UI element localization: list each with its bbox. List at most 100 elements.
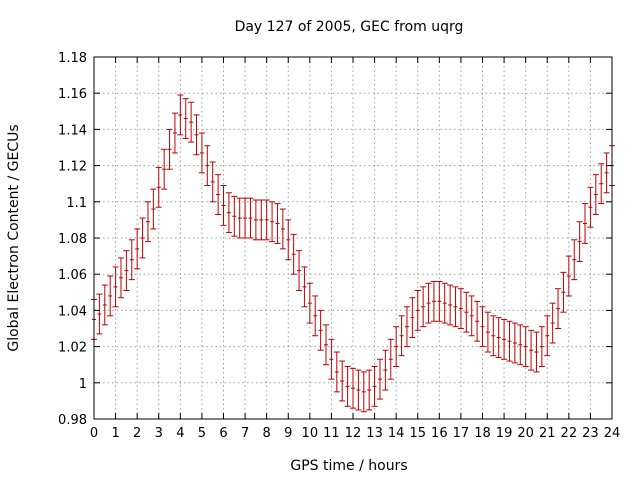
data-point bbox=[565, 255, 572, 297]
data-point bbox=[306, 282, 313, 324]
y-tick-label: 1 bbox=[79, 377, 87, 392]
data-point bbox=[420, 286, 427, 328]
y-tick-label: 1.08 bbox=[58, 232, 87, 247]
data-point bbox=[409, 297, 416, 339]
y-tick-label: 1.02 bbox=[58, 341, 87, 356]
data-point bbox=[350, 367, 356, 409]
y-tick-label: 1.16 bbox=[58, 87, 87, 102]
x-tick-label: 4 bbox=[176, 426, 184, 441]
data-point bbox=[144, 201, 151, 243]
x-tick-label: 15 bbox=[409, 426, 426, 441]
data-point bbox=[236, 197, 243, 239]
data-point bbox=[457, 288, 464, 329]
data-point bbox=[204, 145, 211, 187]
y-tick-label: 1.18 bbox=[58, 51, 87, 66]
y-tick-label: 1.12 bbox=[58, 160, 87, 175]
data-point bbox=[155, 166, 162, 208]
data-point bbox=[463, 291, 470, 333]
x-tick-label: 7 bbox=[241, 426, 249, 441]
data-point bbox=[220, 185, 227, 226]
data-point bbox=[150, 188, 157, 230]
data-point bbox=[495, 317, 502, 358]
x-tick-label: 23 bbox=[582, 426, 599, 441]
x-tick-label: 21 bbox=[539, 426, 556, 441]
x-tick-label: 9 bbox=[284, 426, 292, 441]
data-point bbox=[328, 338, 335, 380]
data-point bbox=[161, 148, 168, 190]
data-point bbox=[430, 280, 437, 322]
data-point bbox=[123, 250, 130, 291]
data-point bbox=[528, 329, 535, 371]
data-point bbox=[484, 311, 491, 353]
data-point bbox=[333, 351, 340, 393]
data-point bbox=[555, 288, 562, 329]
data-point bbox=[360, 371, 367, 413]
data-point bbox=[177, 94, 184, 136]
data-point bbox=[166, 128, 173, 170]
x-tick-label: 19 bbox=[496, 426, 513, 441]
data-point bbox=[382, 349, 389, 391]
data-point bbox=[198, 132, 205, 174]
chart-title: Day 127 of 2005, GEC from uqrg bbox=[235, 19, 464, 35]
data-point bbox=[366, 369, 373, 411]
data-point bbox=[269, 201, 276, 243]
data-point bbox=[290, 233, 297, 275]
data-point bbox=[323, 324, 330, 366]
data-point bbox=[474, 300, 481, 342]
x-tick-label: 2 bbox=[133, 426, 141, 441]
data-point bbox=[501, 318, 508, 360]
data-point bbox=[587, 186, 594, 228]
data-point bbox=[231, 195, 238, 237]
data-point bbox=[112, 266, 119, 308]
data-point bbox=[193, 114, 200, 156]
data-point bbox=[522, 326, 529, 368]
data-point bbox=[490, 315, 497, 357]
axis-ticks: 0 1 2 3 4 5 6 7 8 9 10 11 12 13 14 15 16 17 18 19 20 21 22 23 24… bbox=[58, 51, 620, 441]
data-point bbox=[468, 295, 475, 337]
data-point bbox=[344, 366, 351, 407]
x-axis-label: GPS time / hours bbox=[290, 458, 407, 474]
y-tick-label: 1.04 bbox=[58, 304, 87, 319]
x-tick-label: 0 bbox=[90, 426, 98, 441]
data-point bbox=[598, 163, 605, 205]
data-point bbox=[274, 203, 281, 244]
x-tick-label: 16 bbox=[431, 426, 448, 441]
data-point bbox=[139, 217, 146, 259]
data-point bbox=[371, 366, 378, 407]
x-tick-label: 18 bbox=[474, 426, 491, 441]
data-point bbox=[414, 289, 421, 331]
data-point bbox=[317, 309, 324, 351]
y-axis-label: Global Electron Content / GECUs bbox=[6, 124, 22, 351]
x-tick-label: 24 bbox=[604, 426, 621, 441]
data-point bbox=[285, 219, 292, 261]
data-point bbox=[506, 320, 513, 362]
data-point bbox=[447, 284, 454, 326]
data-point bbox=[301, 266, 308, 308]
data-point bbox=[279, 208, 286, 250]
data-point bbox=[296, 250, 303, 291]
x-tick-label: 13 bbox=[366, 426, 383, 441]
data-point bbox=[107, 275, 114, 317]
data-point bbox=[117, 257, 124, 299]
data-point bbox=[533, 331, 540, 373]
x-tick-label: 1 bbox=[111, 426, 119, 441]
data-point bbox=[263, 199, 270, 241]
x-tick-label: 14 bbox=[388, 426, 405, 441]
data-point bbox=[571, 239, 578, 281]
data-point bbox=[560, 271, 567, 313]
data-point bbox=[603, 152, 610, 194]
data-point bbox=[393, 326, 400, 368]
data-point bbox=[425, 282, 432, 324]
data-point bbox=[544, 315, 551, 357]
data-point bbox=[225, 192, 232, 234]
x-tick-label: 20 bbox=[517, 426, 534, 441]
x-tick-label: 3 bbox=[155, 426, 163, 441]
data-point bbox=[592, 174, 599, 215]
data-point bbox=[582, 203, 589, 244]
data-point bbox=[252, 199, 259, 241]
data-point bbox=[171, 112, 178, 154]
y-tick-label: 1.1 bbox=[66, 196, 87, 211]
data-point bbox=[452, 286, 459, 328]
data-point bbox=[398, 315, 405, 357]
